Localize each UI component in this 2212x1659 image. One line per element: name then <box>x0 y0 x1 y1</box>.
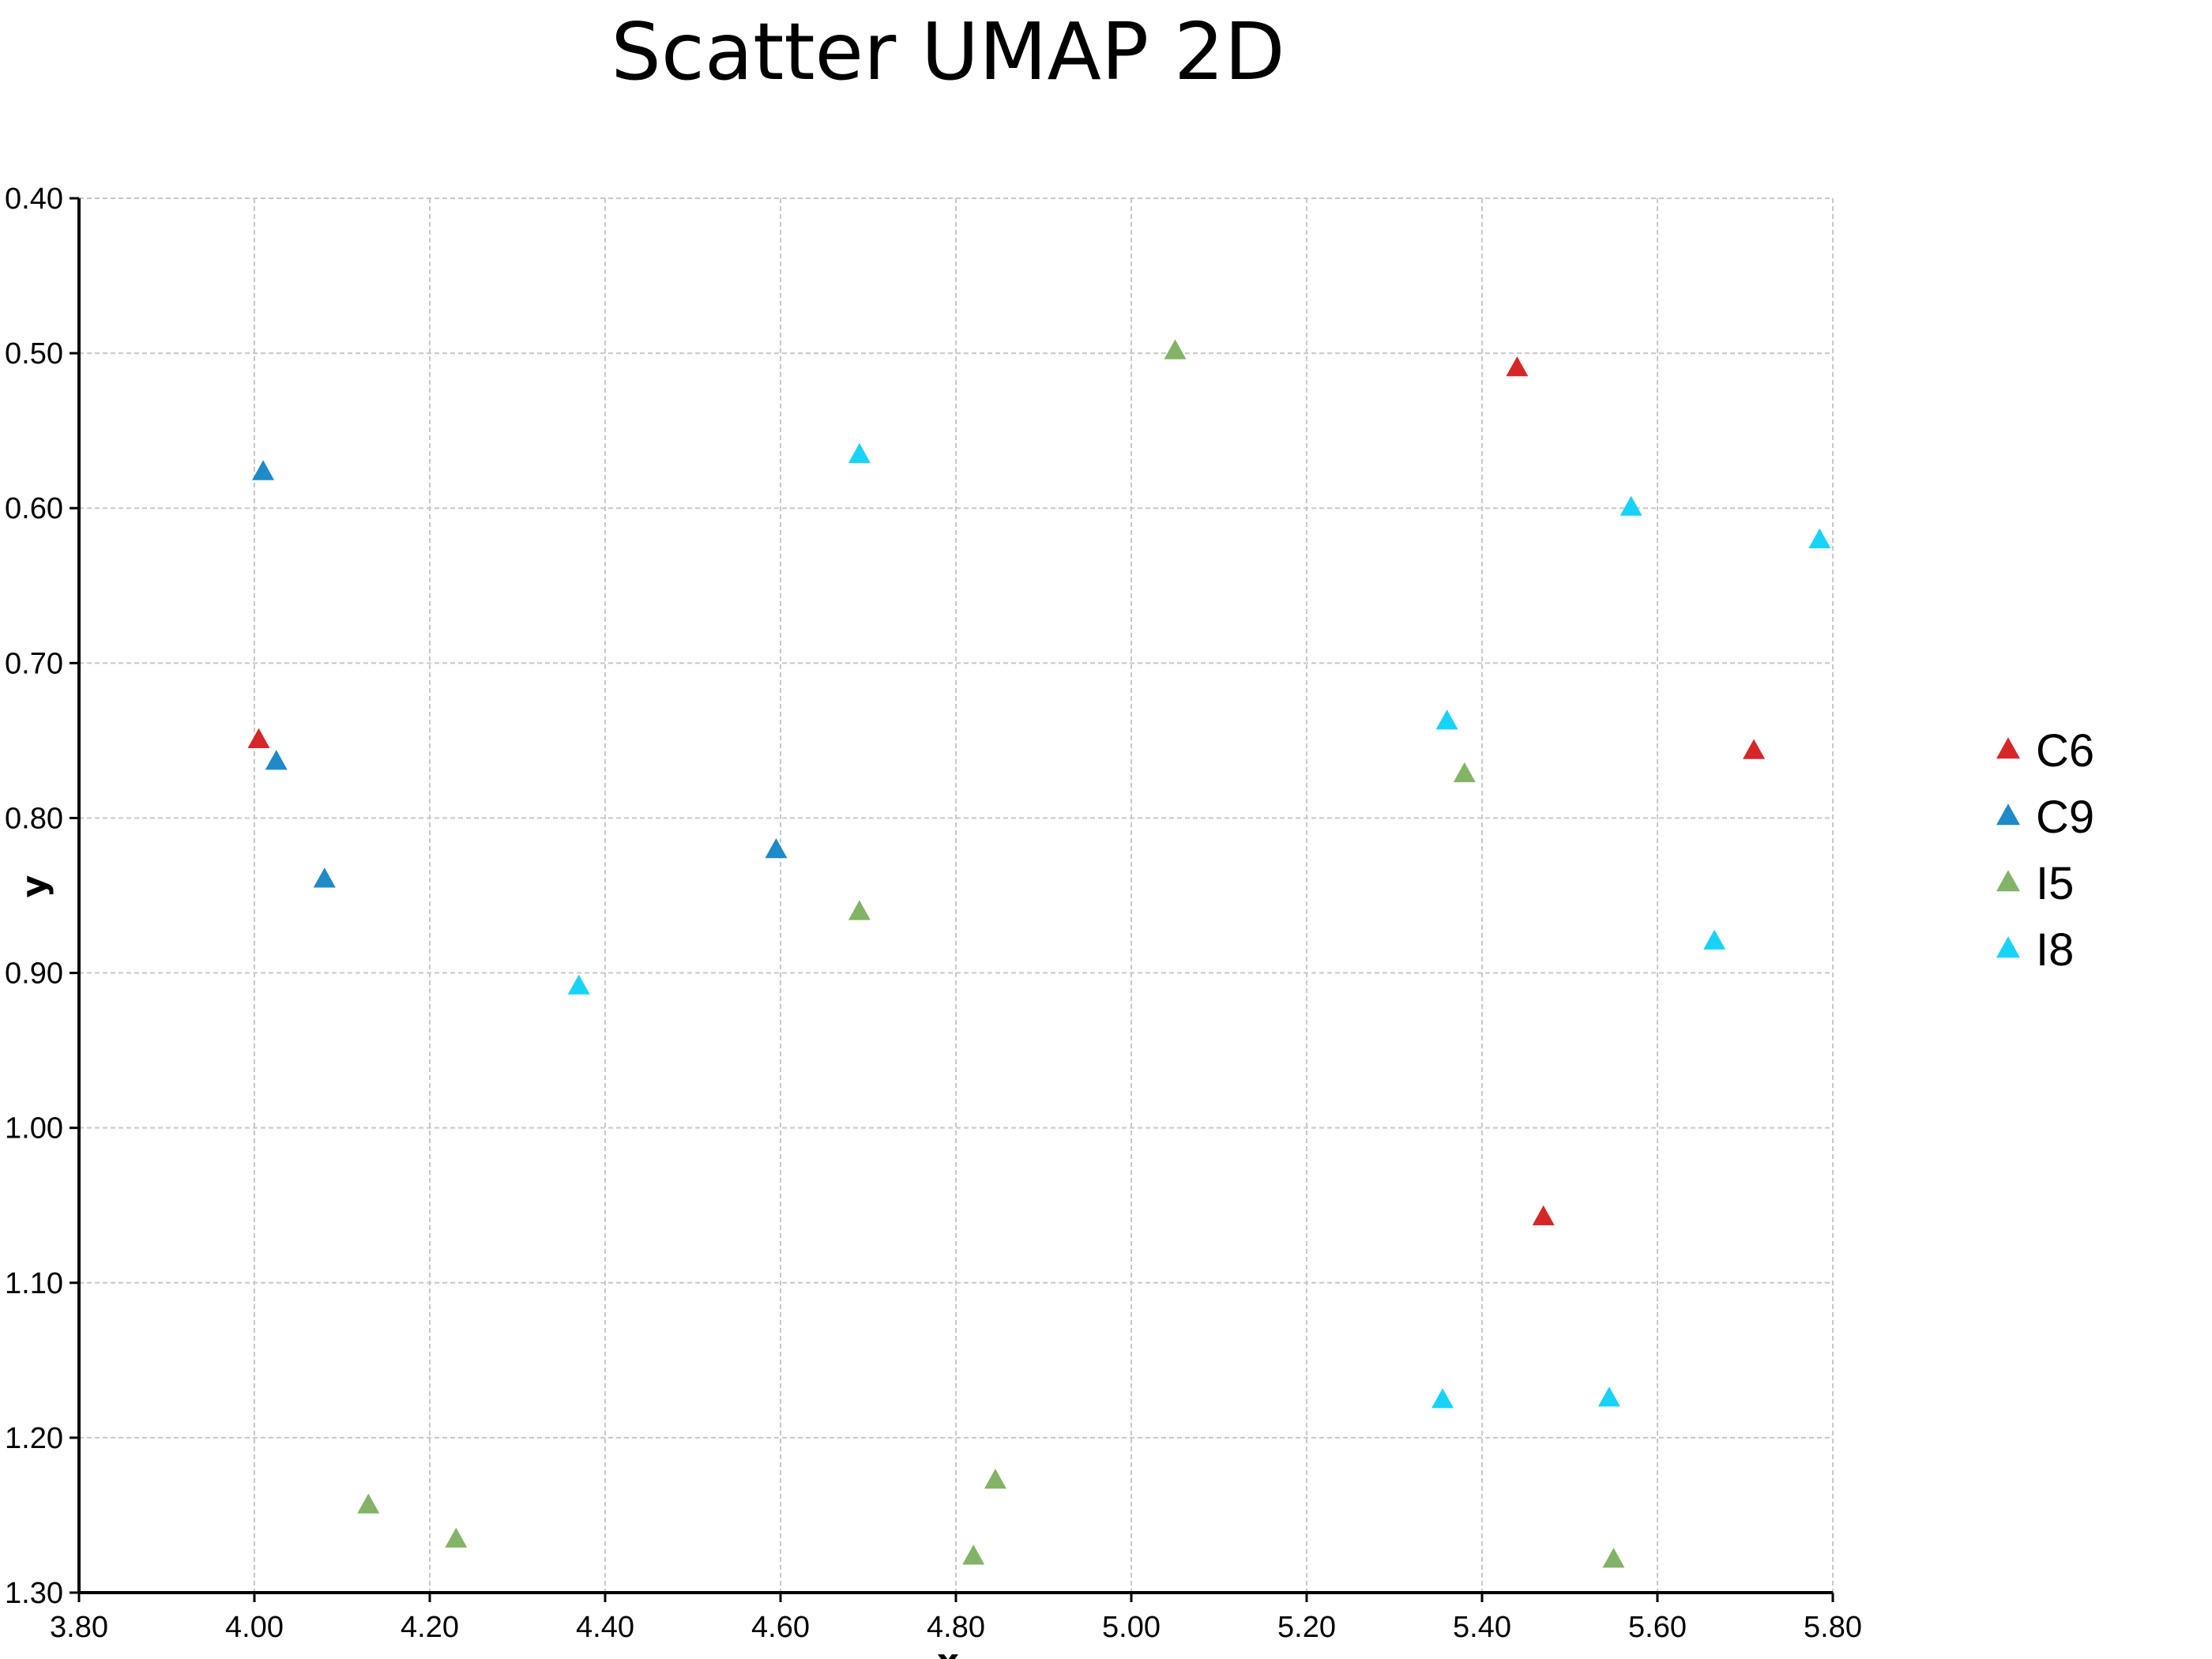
legend-label-c6: C6 <box>2036 725 2094 777</box>
data-point-c9 <box>313 867 336 888</box>
data-point-i5 <box>848 900 871 920</box>
data-point-i5 <box>1164 339 1187 359</box>
data-point-i5 <box>357 1493 380 1514</box>
data-point-c9 <box>265 750 288 770</box>
x-tick-label: 5.60 <box>1628 1611 1687 1644</box>
x-tick-label: 4.80 <box>927 1611 985 1644</box>
legend-label-i8: I8 <box>2036 924 2074 976</box>
y-tick-label: 0.90 <box>5 957 63 991</box>
x-axis-label: x <box>937 1642 959 1659</box>
y-tick-label: 1.30 <box>5 1577 63 1610</box>
data-point-i8 <box>1597 1386 1620 1407</box>
legend: C6 C9 I5 I8 <box>1996 725 2094 976</box>
data-point-i5 <box>1602 1548 1625 1568</box>
y-tick-label: 1.10 <box>5 1267 63 1300</box>
legend-label-i5: I5 <box>2036 858 2074 909</box>
y-tick-label: 1.00 <box>5 1112 63 1146</box>
data-point-c6 <box>247 728 270 748</box>
x-tick-label: 3.80 <box>50 1611 108 1644</box>
data-points <box>247 339 1831 1568</box>
x-tick-label: 4.60 <box>751 1611 810 1644</box>
y-tick-label: 0.80 <box>5 802 63 835</box>
legend-marker-c6 <box>1996 737 2020 759</box>
data-point-i5 <box>445 1527 468 1548</box>
y-tick-label: 0.70 <box>5 647 63 680</box>
data-point-i8 <box>567 974 590 995</box>
legend-marker-i5 <box>1996 870 2020 892</box>
data-point-c9 <box>765 838 788 859</box>
data-point-i8 <box>1435 709 1458 730</box>
x-tick-label: 5.40 <box>1453 1611 1511 1644</box>
y-tick-label: 0.50 <box>5 337 63 371</box>
legend-label-c9: C9 <box>2036 792 2094 843</box>
data-point-i8 <box>1808 528 1831 548</box>
x-tick-label: 4.40 <box>576 1611 634 1644</box>
data-point-c6 <box>1743 739 1766 759</box>
tick-labels: 3.80 4.00 4.20 4.40 4.60 4.80 5.00 5.20 5.40 5.60… <box>5 182 1862 1644</box>
data-point-i8 <box>1431 1388 1454 1409</box>
grid <box>79 198 1834 1593</box>
legend-marker-i8 <box>1996 936 2020 958</box>
y-axis-label: y <box>14 875 55 898</box>
axes <box>70 197 1834 1602</box>
data-point-i8 <box>1703 929 1726 950</box>
chart-title: Scatter UMAP 2D <box>611 6 1285 98</box>
legend-marker-c9 <box>1996 803 2020 826</box>
data-point-i5 <box>1453 762 1476 783</box>
data-point-c6 <box>1532 1205 1555 1225</box>
x-tick-label: 4.20 <box>401 1611 459 1644</box>
data-point-i8 <box>1620 495 1642 516</box>
data-point-i5 <box>984 1469 1006 1489</box>
data-point-i5 <box>962 1544 985 1565</box>
y-tick-label: 0.40 <box>5 182 63 216</box>
x-tick-label: 5.80 <box>1804 1611 1862 1644</box>
x-tick-label: 5.00 <box>1102 1611 1161 1644</box>
y-tick-label: 1.20 <box>5 1422 63 1455</box>
y-tick-label: 0.60 <box>5 492 63 525</box>
data-point-c9 <box>252 460 275 480</box>
data-point-i8 <box>848 442 871 464</box>
x-tick-label: 4.00 <box>225 1611 284 1644</box>
data-point-c6 <box>1506 356 1529 377</box>
x-tick-label: 5.20 <box>1277 1611 1336 1644</box>
